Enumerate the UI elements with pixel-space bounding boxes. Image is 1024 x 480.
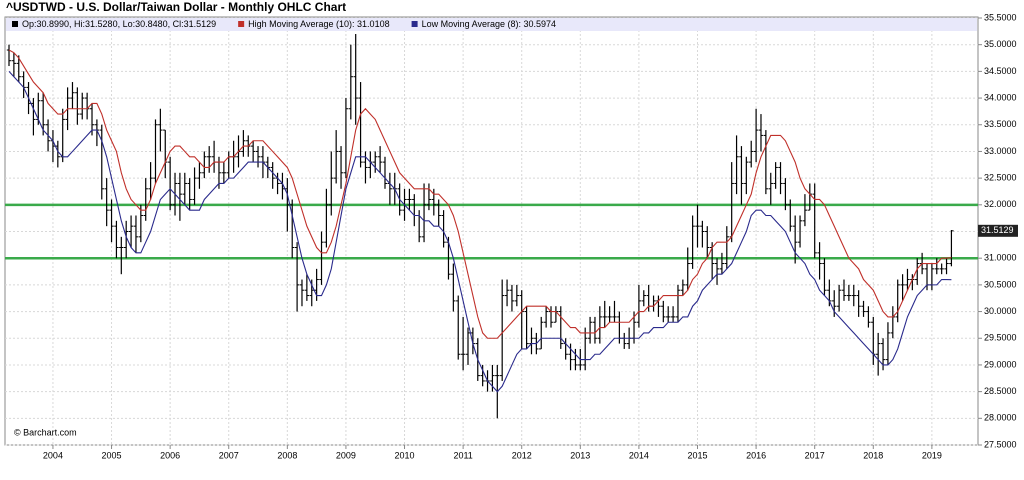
legend-swatch [238, 21, 245, 27]
moving-average-line [8, 49, 952, 339]
legend-label: Low Moving Average (8): 30.5974 [422, 19, 556, 29]
y-tick-label: 34.5000 [984, 66, 1017, 76]
y-tick-label: 28.0000 [984, 413, 1017, 423]
x-tick-label: 2013 [570, 450, 590, 460]
x-tick-label: 2011 [453, 450, 472, 460]
y-tick-label: 29.0000 [984, 359, 1017, 369]
legend-swatch [411, 21, 418, 27]
y-tick-label: 35.5000 [984, 12, 1017, 22]
credit: © Barchart.com [14, 427, 77, 437]
legend-swatch [12, 21, 18, 27]
y-tick-label: 28.5000 [984, 386, 1017, 396]
legend-label: High Moving Average (10): 31.0108 [248, 19, 389, 29]
y-tick-label: 30.5000 [984, 279, 1017, 289]
x-tick-label: 2005 [102, 450, 122, 460]
y-tick-label: 35.0000 [984, 39, 1017, 49]
x-tick-label: 2014 [629, 450, 649, 460]
y-tick-label: 32.0000 [984, 199, 1017, 209]
legend-band [6, 18, 977, 31]
x-tick-label: 2016 [746, 450, 766, 460]
x-tick-label: 2004 [43, 450, 63, 460]
last-value-tag [978, 224, 1018, 237]
last-value-label: 31.5129 [981, 225, 1014, 235]
x-tick-label: 2010 [395, 450, 415, 460]
y-tick-label: 27.5000 [984, 439, 1017, 449]
y-tick-label: 33.0000 [984, 146, 1017, 156]
x-tick-label: 2015 [687, 450, 707, 460]
y-tick-label: 31.0000 [984, 253, 1017, 263]
x-tick-label: 2008 [277, 450, 297, 460]
y-tick-label: 32.5000 [984, 173, 1017, 183]
y-tick-label: 34.0000 [984, 92, 1017, 102]
y-tick-label: 33.5000 [984, 119, 1017, 129]
x-tick-label: 2017 [805, 450, 825, 460]
x-tick-label: 2019 [922, 450, 942, 460]
chart-title: ^USDTWD - U.S. Dollar/Taiwan Dollar - Mo… [6, 0, 346, 14]
x-tick-label: 2012 [512, 450, 532, 460]
y-tick-label: 30.0000 [984, 306, 1017, 316]
x-tick-label: 2009 [336, 450, 356, 460]
x-tick-label: 2007 [219, 450, 239, 460]
x-tick-label: 2006 [160, 450, 180, 460]
legend-label: Op:30.8990, Hi:31.5280, Lo:30.8480, Cl:3… [22, 19, 216, 29]
y-tick-label: 29.5000 [984, 333, 1017, 343]
moving-average-line [8, 71, 952, 393]
x-tick-label: 2018 [863, 450, 883, 460]
